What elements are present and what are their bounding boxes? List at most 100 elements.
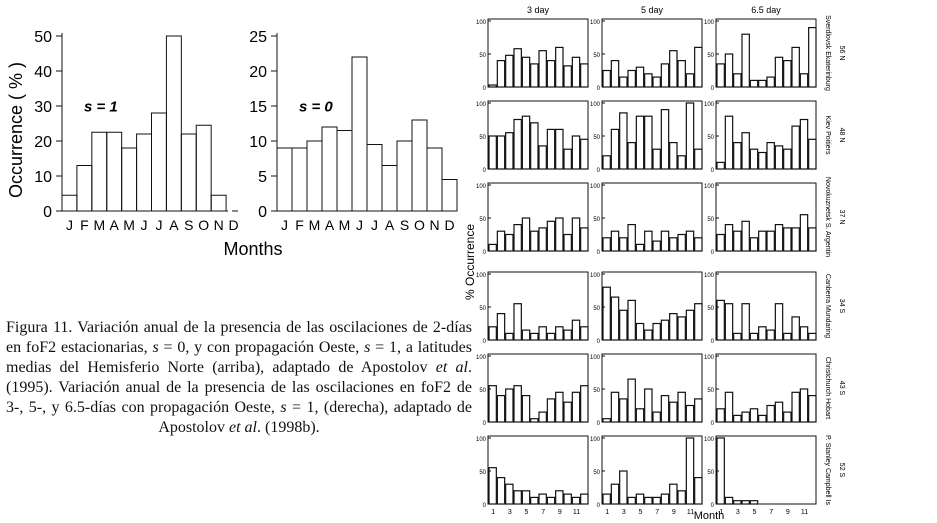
y-tick-label: 100: [704, 184, 715, 190]
panel-frame: [487, 353, 589, 423]
bar: [180, 133, 197, 212]
bar: [808, 27, 817, 88]
bar: [733, 332, 742, 341]
bar: [685, 230, 695, 252]
bar: [546, 332, 556, 341]
bar: [716, 437, 725, 505]
bar: [677, 233, 686, 252]
bar: [694, 237, 703, 252]
bar: [426, 147, 443, 212]
bar: [151, 112, 167, 212]
bar: [783, 148, 792, 170]
bar: [741, 220, 750, 252]
x-tick-label: 11: [687, 509, 694, 516]
y-tick-label: 0: [711, 86, 715, 92]
bar: [521, 56, 531, 88]
bar: [660, 319, 670, 341]
bar: [555, 490, 564, 505]
x-tick-label: M: [93, 217, 105, 233]
bar: [530, 230, 539, 252]
bar: [555, 46, 564, 88]
x-tick-label: J: [281, 217, 288, 233]
y-tick-label: 50: [593, 470, 600, 476]
bar: [121, 147, 138, 212]
bar: [571, 135, 581, 170]
x-tick-label: 1: [719, 509, 723, 516]
bar: [733, 500, 742, 505]
bar: [513, 303, 522, 341]
x-tick-label: 5: [639, 509, 643, 516]
y-tick-label: 5: [258, 169, 267, 186]
x-tick-label: F: [295, 217, 304, 233]
caption-var-s-2: s: [364, 339, 371, 356]
bar: [580, 63, 589, 88]
x-tick-label: 3: [508, 509, 512, 516]
bar: [694, 398, 703, 423]
caption-text-2: = 0, y con propagación Oeste,: [158, 339, 365, 356]
y-tick-label: 0: [711, 339, 715, 345]
station-label: Kiev Poitiers: [824, 116, 831, 155]
station-label: Novokuznetsk S. Argentin: [824, 177, 831, 257]
y-tick-label: 40: [34, 64, 52, 81]
y-tick-label: 50: [707, 53, 714, 59]
bar: [530, 332, 539, 341]
bar: [521, 490, 531, 505]
bar: [602, 418, 611, 423]
bar: [276, 147, 293, 212]
x-tick-label: S: [400, 217, 409, 233]
bar: [694, 303, 703, 341]
bar: [808, 138, 817, 170]
bar: [694, 477, 703, 505]
x-tick-label: 9: [786, 509, 790, 516]
x-tick-label: 1: [605, 509, 609, 516]
panel-frame: [487, 271, 589, 341]
bar: [571, 496, 581, 505]
bar: [635, 243, 645, 252]
bar: [758, 326, 767, 341]
bar: [716, 233, 725, 252]
x-tick-label: 5: [753, 509, 757, 516]
y-tick-label: 50: [593, 388, 600, 394]
bar: [336, 130, 353, 212]
y-tick-label: 0: [597, 86, 601, 92]
bar: [627, 299, 636, 341]
bar: [571, 56, 581, 88]
y-tick-label: 0: [258, 204, 267, 221]
y-tick-label: 50: [479, 53, 486, 59]
bar: [791, 125, 800, 170]
y-tick-label: 30: [34, 99, 52, 116]
bar: [644, 496, 653, 505]
bar: [644, 329, 653, 341]
figure-caption: Figura 11. Variación anual de la presenc…: [6, 318, 472, 438]
bar: [799, 388, 809, 423]
bar: [610, 296, 620, 341]
bar: [441, 179, 458, 212]
bar: [741, 303, 750, 341]
bar: [580, 138, 589, 170]
bar: [694, 148, 703, 170]
bar: [766, 329, 775, 341]
bar: [766, 404, 775, 423]
bar: [669, 50, 678, 88]
bar: [677, 391, 686, 423]
bar: [652, 76, 661, 88]
bar: [538, 493, 547, 505]
bar: [538, 145, 547, 170]
bar: [749, 332, 759, 341]
bar: [791, 391, 800, 423]
panel-frame: [601, 435, 703, 505]
bar: [521, 115, 531, 170]
bar: [571, 217, 581, 252]
x-tick-label: 9: [558, 509, 562, 516]
bar: [619, 112, 628, 170]
x-tick-label: J: [66, 217, 73, 233]
y-tick-label: 0: [483, 168, 487, 174]
right-x-axis-label: Month: [694, 510, 725, 522]
bar: [799, 326, 809, 341]
bar: [396, 140, 413, 212]
bar: [644, 115, 653, 170]
bar: [694, 46, 703, 88]
y-tick-label: 50: [593, 217, 600, 223]
caption-text-4: . (1995). Variación anual de la presenci…: [6, 359, 472, 416]
bar: [91, 131, 108, 212]
